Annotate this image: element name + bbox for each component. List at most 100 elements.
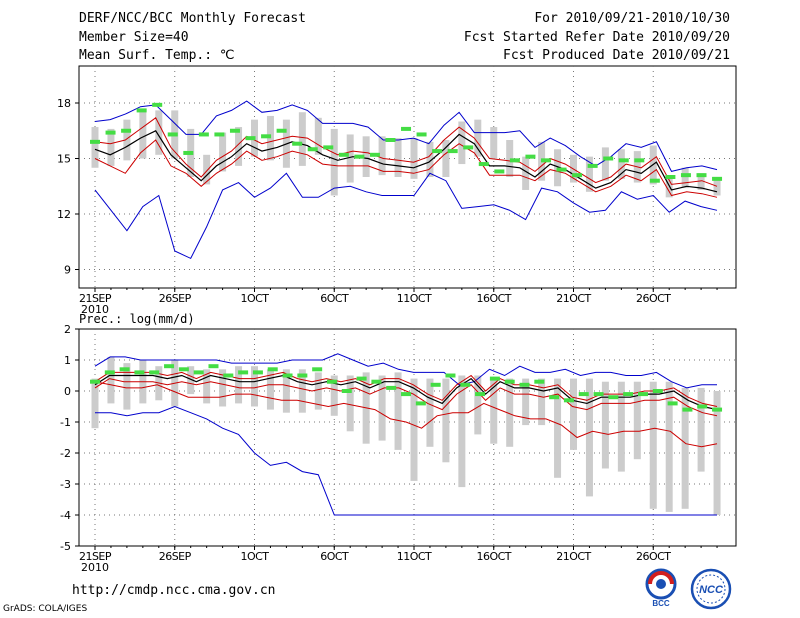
p2-forecast-marker [297,373,308,378]
p1-box [123,119,131,161]
p1-box [506,140,514,177]
p1-box [617,149,625,179]
grads-credit: GrADS: COLA/IGES [3,604,88,614]
p2-box [282,369,290,413]
p1-forecast-marker [229,128,240,133]
p1-forecast-marker [416,132,427,137]
p2-forecast-marker [282,373,293,378]
p1-box [522,156,530,190]
p2-box [442,378,450,463]
p2-forecast-marker [652,389,663,393]
p2-x-tick-label: 11OCT [397,550,432,563]
p1-box [314,117,322,155]
p2-forecast-marker [637,392,648,397]
p2-forecast-marker [134,370,145,375]
p2-forecast-marker [178,367,189,372]
p1-x-tick-label: 26SEP [159,292,192,305]
p1-ci-lower-line [94,139,718,198]
forecast-start-date: Fcst Started Refer Date 2010/09/20 [463,30,730,45]
p2-box [410,378,418,481]
p1-forecast-marker [712,176,723,181]
p2-forecast-marker [149,370,160,375]
p2-box [298,369,306,413]
p1-forecast-marker [369,152,380,157]
p1-box [139,110,147,159]
p2-forecast-marker [386,385,397,390]
p2-box [585,378,593,497]
p1-box [155,110,163,155]
p2-x-year-label: 2010 [81,561,109,574]
p1-box [219,132,227,172]
p1-forecast-marker [478,162,489,167]
p2-forecast-marker [519,382,530,387]
p2-forecast-marker [534,379,545,384]
p2-forecast-marker [312,367,323,372]
p2-y-tick-label: 1 [64,354,71,367]
p2-box [649,381,657,509]
p1-box [298,112,306,166]
p2-forecast-marker [460,382,471,387]
p1-box [713,177,721,196]
p2-forecast-marker [504,379,515,384]
p2-forecast-marker [119,367,130,372]
forecast-period: For 2010/09/21-2010/10/30 [534,11,730,26]
p2-panel-title: Prec.: log(mm/d) [79,312,195,326]
p2-forecast-marker [623,392,634,397]
p1-plot-frame [78,65,737,289]
p2-forecast-marker [223,373,234,378]
p2-box [490,378,498,444]
p1-forecast-marker [618,158,629,163]
p1-box [697,173,705,190]
p2-box [314,372,322,410]
ncc-logo: NCC [690,568,732,610]
p1-forecast-marker [665,175,676,179]
p2-forecast-marker [712,407,723,412]
p1-forecast-marker [90,139,100,144]
p2-y-tick-label: -4 [60,509,71,522]
p1-forecast-marker [276,128,287,133]
p2-box [330,375,338,416]
p1-box [585,156,593,192]
p1-forecast-marker [401,126,412,131]
p1-forecast-marker [198,132,209,137]
p1-ci-upper-line [94,117,718,187]
p2-forecast-marker [667,401,678,406]
site-url[interactable]: http://cmdp.ncc.cma.gov.cn [72,583,276,598]
p2-forecast-marker [489,376,500,381]
p1-box [378,136,386,176]
p1-box [235,127,243,166]
p1-forecast-marker [680,173,691,178]
p1-forecast-marker [447,149,458,154]
p2-forecast-marker [90,379,100,384]
p2-box [474,375,482,435]
p2-y-tick-label: 0 [64,385,71,398]
p2-box [538,378,546,426]
p2-forecast-marker [238,370,249,375]
p2-box [426,378,434,447]
p2-forecast-marker [104,370,115,375]
p2-y-tick-label: -3 [60,478,71,491]
p1-forecast-marker [292,141,303,146]
p2-plot-frame [78,328,737,547]
p1-x-tick-label: 11OCT [397,292,432,305]
p2-box [697,387,705,472]
p2-forecast-marker [208,364,219,369]
p1-min-line [94,172,718,260]
p1-x-tick-label: 26OCT [636,292,671,305]
ncc-logo-text: NCC [699,584,724,596]
p2-ci-lower-line [94,378,718,417]
p1-max-line [94,100,718,172]
p2-box [394,372,402,450]
p1-box [107,128,115,166]
p1-x-tick-label: 1OCT [240,292,269,305]
p1-y-tick-label: 18 [57,97,71,110]
p1-forecast-marker [354,154,365,159]
p1-y-tick-label: 9 [64,264,71,277]
p2-x-tick-label: 21SEP [79,550,112,563]
p2-box [107,356,115,404]
p2-box [458,375,466,488]
p1-x-tick-label: 6OCT [320,292,349,305]
p2-box [251,366,258,407]
p2-y-tick-label: 2 [64,323,71,336]
